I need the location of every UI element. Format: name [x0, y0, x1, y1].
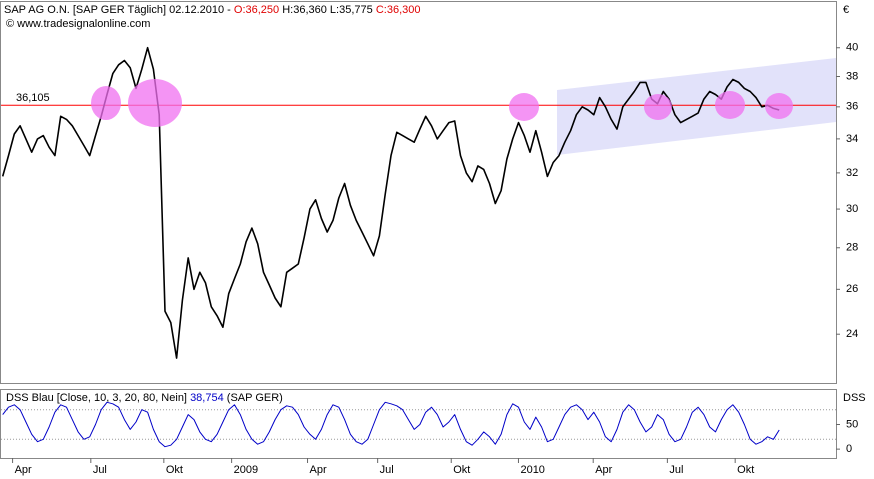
source: (SAP GER) [227, 392, 283, 404]
x-tick-label: Apr [15, 464, 32, 476]
copyright: © www.tradesignalonline.com [6, 18, 150, 30]
highlight [128, 79, 182, 127]
x-tick-label: Jul [93, 464, 107, 476]
x-tick-label: 2010 [520, 464, 544, 476]
series-line [2, 401, 780, 448]
highlight [765, 93, 793, 119]
y-tick-label: 32 [846, 167, 858, 179]
y-tick-label: 36 [846, 101, 858, 113]
y-tick-label: 50 [846, 418, 858, 430]
trend-channel [557, 58, 836, 155]
y-tick-label: 0 [846, 443, 852, 455]
quote-high-low: H:36,360 L:35,775 [282, 4, 373, 16]
currency: € [843, 4, 849, 16]
x-tick-label: Jul [669, 464, 683, 476]
highlight [644, 94, 672, 120]
x-tick-label: Okt [166, 464, 183, 476]
axis-title: DSS [843, 392, 866, 404]
x-tick-label: Jul [380, 464, 394, 476]
title: DSS Blau [Close, 10, 3, 20, 80, Nein] [6, 392, 187, 404]
title: SAP AG O.N. [SAP GER Täglich] 02.12.2010… [4, 4, 231, 16]
y-tick-label: 40 [846, 42, 858, 54]
y-tick-label: 34 [846, 133, 858, 145]
y-tick-label: 28 [846, 242, 858, 254]
y-tick-label: 38 [846, 70, 858, 82]
x-tick-label: Apr [310, 464, 327, 476]
y-tick-label: 30 [846, 203, 858, 215]
series-line [1, 46, 780, 359]
price-panel [0, 1, 837, 384]
chart-title: SAP AG O.N. [SAP GER Täglich] 02.12.2010… [4, 4, 420, 16]
x-tick-label: Okt [453, 464, 470, 476]
highlight-circles [91, 79, 793, 127]
y-tick-label: 26 [846, 283, 858, 295]
highlight [715, 91, 745, 119]
quote-open: O:36,250 [234, 4, 279, 16]
last-value: 38,754 [190, 392, 224, 404]
x-tick-label: Apr [595, 464, 612, 476]
reference-label: 36,105 [16, 92, 50, 104]
indicator-panel [0, 389, 837, 459]
x-tick-label: Okt [737, 464, 754, 476]
indicator-title: DSS Blau [Close, 10, 3, 20, 80, Nein] 38… [6, 392, 283, 404]
y-tick-label: 24 [846, 328, 858, 340]
highlight [509, 93, 539, 121]
highlight [91, 86, 121, 120]
quote-close: C:36,300 [376, 4, 421, 16]
x-tick-label: 2009 [234, 464, 258, 476]
